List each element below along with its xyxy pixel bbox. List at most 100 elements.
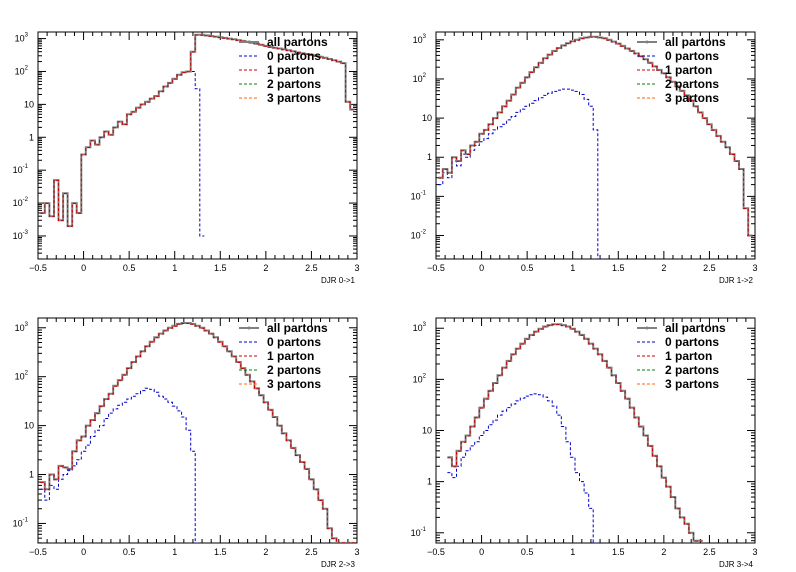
legend-label: 1 parton — [665, 349, 712, 363]
data-area — [438, 35, 753, 259]
y-tick-label: 102 — [413, 73, 427, 84]
legend-label: 1 parton — [267, 349, 314, 363]
legend-label: 2 partons — [267, 363, 321, 377]
x-tick-label: 0 — [479, 263, 484, 273]
x-tick-label: 0 — [479, 547, 484, 557]
chart-panel-2: −0.5 0 0.5 1 1.5 2 2.5 3 10-2 10-1 1 10 102 103 DJR 1-… — [411, 31, 758, 285]
legend-marker — [247, 40, 251, 44]
x-tick-label: 1 — [172, 263, 177, 273]
legend-label: 3 partons — [665, 91, 719, 105]
legend-label: all partons — [665, 321, 726, 335]
y-tick-label: 10 — [422, 113, 432, 123]
x-tick-label: −0.5 — [29, 263, 47, 273]
y-tick-label: 1 — [29, 132, 34, 142]
chart-panel-3: −0.5 0 0.5 1 1.5 2 2.5 3 10-1 1 10 102 103 DJR 2->3 al… — [13, 317, 360, 569]
series-line-0-partons — [438, 88, 603, 259]
y-tick-label: 103 — [413, 34, 427, 45]
legend-label: all partons — [665, 35, 726, 49]
x-tick-label: 1.5 — [612, 263, 625, 273]
y-tick-label: 1 — [427, 152, 432, 162]
y-tick-label: 10 — [422, 426, 432, 436]
series-line-0-partons — [40, 71, 205, 237]
legend-label: 2 partons — [267, 77, 321, 91]
x-tick-label: 2.5 — [703, 263, 716, 273]
y-tick-label: 10-1 — [13, 164, 29, 175]
x-axis-label: DJR 2->3 — [321, 560, 356, 569]
chart-panel-1: −0.5 0 0.5 1 1.5 2 2.5 3 10-3 10-2 10-1 1 10 102 103 DJ… — [13, 31, 360, 285]
x-tick-label: 2.5 — [305, 263, 318, 273]
y-tick-label: 10-3 — [13, 230, 29, 241]
legend-label: 2 partons — [665, 77, 719, 91]
x-tick-label: 0.5 — [521, 547, 534, 557]
legend-label: 0 partons — [267, 335, 321, 349]
y-tick-label: 102 — [15, 65, 29, 76]
data-area — [40, 33, 355, 237]
data-area — [447, 323, 703, 543]
y-tick-label: 10-2 — [411, 230, 427, 241]
legend-label: 0 partons — [665, 335, 719, 349]
x-tick-label: 3 — [752, 547, 757, 557]
x-tick-label: 2 — [661, 263, 666, 273]
y-tick-label: 10-2 — [13, 197, 29, 208]
x-tick-label: −0.5 — [29, 547, 47, 557]
chart-panel-4: −0.5 0 0.5 1 1.5 2 2.5 3 10-1 1 10 102 103 DJR 3->4 al… — [411, 317, 758, 569]
y-tick-label: 103 — [15, 322, 29, 333]
series-line-1-parton — [40, 323, 355, 543]
y-tick-label: 102 — [15, 371, 29, 382]
x-tick-label: 0 — [81, 547, 86, 557]
x-tick-label: 2.5 — [305, 547, 318, 557]
series-line-0-partons — [447, 393, 598, 543]
x-tick-label: 2.5 — [703, 547, 716, 557]
legend-label: 1 parton — [665, 63, 712, 77]
y-tick-label: 102 — [413, 373, 427, 384]
x-axis-label: DJR 0->1 — [321, 276, 356, 285]
x-axis-label: DJR 1->2 — [719, 276, 754, 285]
plot-frame — [37, 31, 358, 260]
legend-label: 2 partons — [665, 363, 719, 377]
x-tick-label: 0.5 — [521, 263, 534, 273]
x-tick-label: 2 — [263, 263, 268, 273]
x-tick-label: 0.5 — [123, 263, 136, 273]
y-tick-label: 103 — [15, 33, 29, 44]
legend-label: 3 partons — [267, 91, 321, 105]
x-tick-label: 0.5 — [123, 547, 136, 557]
legend-label: 0 partons — [665, 49, 719, 63]
legend-label: 0 partons — [267, 49, 321, 63]
x-tick-label: 2 — [263, 547, 268, 557]
data-area — [40, 322, 355, 543]
legend-marker — [645, 326, 649, 330]
series-line-1-parton — [447, 324, 703, 542]
x-tick-label: 0 — [81, 263, 86, 273]
series-line-1-parton — [438, 36, 753, 237]
legend-label: 3 partons — [665, 377, 719, 391]
legend-marker — [247, 326, 251, 330]
y-tick-label: 10-1 — [13, 517, 29, 528]
x-tick-label: −0.5 — [427, 263, 445, 273]
y-tick-label: 10-1 — [411, 527, 427, 538]
x-tick-label: 3 — [752, 263, 757, 273]
legend-label: 1 parton — [267, 63, 314, 77]
legend-label: all partons — [267, 35, 328, 49]
x-tick-label: 3 — [354, 547, 359, 557]
x-tick-label: 1 — [172, 547, 177, 557]
series-line-1-parton — [40, 34, 355, 227]
y-tick-label: 1 — [29, 470, 34, 480]
legend-marker — [645, 40, 649, 44]
y-tick-label: 10-1 — [411, 190, 427, 201]
legend-label: 3 partons — [267, 377, 321, 391]
x-tick-label: 1 — [570, 263, 575, 273]
x-tick-label: 1 — [570, 547, 575, 557]
y-tick-label: 1 — [427, 477, 432, 487]
x-axis-label: DJR 3->4 — [719, 560, 754, 569]
x-tick-label: 3 — [354, 263, 359, 273]
legend-label: all partons — [267, 321, 328, 335]
x-tick-label: 1.5 — [612, 547, 625, 557]
x-tick-label: −0.5 — [427, 547, 445, 557]
x-tick-label: 1.5 — [214, 263, 227, 273]
y-tick-label: 10 — [24, 421, 34, 431]
x-tick-label: 2 — [661, 547, 666, 557]
series-line-0-partons — [40, 387, 200, 543]
y-tick-label: 103 — [413, 322, 427, 333]
x-tick-label: 1.5 — [214, 547, 227, 557]
